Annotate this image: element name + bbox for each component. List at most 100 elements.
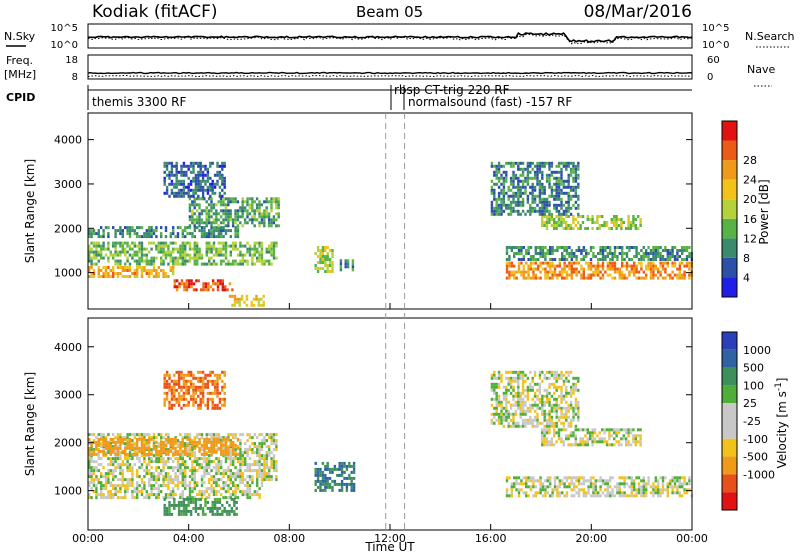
data-cell bbox=[181, 256, 184, 260]
data-cell bbox=[174, 457, 177, 461]
data-cell bbox=[561, 479, 564, 483]
data-cell bbox=[193, 481, 196, 485]
data-cell bbox=[688, 267, 691, 271]
data-cell bbox=[541, 379, 544, 383]
data-cell bbox=[628, 273, 631, 277]
data-cell bbox=[140, 466, 144, 470]
data-cell bbox=[519, 397, 522, 401]
data-cell bbox=[97, 443, 100, 447]
data-cell bbox=[102, 256, 105, 260]
data-cell bbox=[253, 460, 256, 464]
data-cell bbox=[550, 164, 554, 168]
data-cell bbox=[562, 424, 566, 428]
data-cell bbox=[239, 475, 242, 479]
data-cell bbox=[599, 476, 602, 480]
data-cell bbox=[92, 244, 96, 248]
data-cell bbox=[201, 379, 205, 383]
data-cell bbox=[497, 385, 501, 389]
data-cell bbox=[536, 164, 539, 168]
data-cell bbox=[517, 258, 521, 261]
data-cell bbox=[172, 259, 175, 263]
data-cell bbox=[495, 385, 498, 389]
data-cell bbox=[112, 445, 115, 449]
data-cell bbox=[666, 488, 669, 492]
data-cell bbox=[652, 273, 655, 277]
data-cell bbox=[497, 191, 501, 195]
data-cell bbox=[558, 246, 561, 249]
data-cell bbox=[203, 472, 206, 476]
data-cell bbox=[548, 185, 551, 189]
data-cell bbox=[565, 212, 568, 216]
data-cell bbox=[205, 215, 208, 219]
data-cell bbox=[520, 261, 523, 265]
data-cell bbox=[170, 161, 174, 165]
data-cell bbox=[152, 436, 156, 440]
data-cell bbox=[555, 385, 558, 389]
data-cell bbox=[502, 418, 506, 422]
data-cell bbox=[260, 203, 264, 207]
data-cell bbox=[119, 262, 122, 266]
data-cell bbox=[519, 188, 522, 192]
data-cell bbox=[565, 167, 568, 171]
data-cell bbox=[531, 167, 534, 171]
data-cell bbox=[623, 485, 626, 489]
data-cell bbox=[212, 262, 216, 266]
data-cell bbox=[606, 488, 609, 492]
data-cell bbox=[565, 185, 568, 189]
data-cell bbox=[538, 167, 542, 171]
data-cell bbox=[555, 188, 558, 192]
data-cell bbox=[565, 485, 569, 489]
data-cell bbox=[92, 232, 96, 236]
data-cell bbox=[517, 270, 521, 274]
data-cell bbox=[168, 500, 171, 504]
data-cell bbox=[223, 391, 226, 395]
data-cell bbox=[510, 249, 513, 252]
data-cell bbox=[169, 481, 172, 485]
data-cell bbox=[543, 203, 546, 207]
data-cell bbox=[314, 482, 317, 486]
data-cell bbox=[635, 476, 638, 480]
data-cell bbox=[543, 440, 546, 444]
data-cell bbox=[615, 215, 618, 218]
data-cell bbox=[521, 391, 525, 395]
data-cell bbox=[233, 503, 236, 507]
data-cell bbox=[88, 452, 91, 456]
data-cell bbox=[545, 173, 549, 177]
data-cell bbox=[260, 478, 264, 482]
data-cell bbox=[191, 463, 194, 467]
data-cell bbox=[568, 273, 571, 277]
data-cell bbox=[553, 485, 557, 489]
data-cell bbox=[246, 469, 249, 473]
data-cell bbox=[517, 179, 520, 183]
data-cell bbox=[589, 249, 593, 252]
data-cell bbox=[562, 191, 566, 195]
data-cell bbox=[233, 509, 236, 513]
data-cell bbox=[131, 475, 134, 479]
data-cell bbox=[509, 418, 513, 422]
data-cell bbox=[534, 273, 537, 277]
data-cell bbox=[162, 440, 165, 444]
data-cell bbox=[592, 264, 595, 268]
data-cell bbox=[185, 385, 188, 389]
data-cell bbox=[515, 246, 518, 249]
data-cell bbox=[497, 197, 501, 201]
data-cell bbox=[625, 264, 629, 268]
data-cell bbox=[519, 200, 522, 204]
data-cell bbox=[215, 262, 218, 266]
data-cell bbox=[613, 252, 617, 255]
data-cell bbox=[591, 431, 594, 435]
data-cell bbox=[234, 232, 237, 236]
data-cell bbox=[522, 267, 525, 271]
data-cell bbox=[573, 482, 576, 486]
data-cell bbox=[204, 376, 207, 380]
data-cell bbox=[533, 391, 537, 395]
data-cell bbox=[207, 212, 211, 216]
data-cell bbox=[208, 247, 211, 251]
data-cell bbox=[634, 224, 637, 227]
data-cell bbox=[548, 221, 551, 224]
data-cell bbox=[102, 235, 105, 239]
data-cell bbox=[507, 412, 510, 416]
data-cell bbox=[223, 400, 226, 404]
data-cell bbox=[138, 226, 141, 230]
data-cell bbox=[628, 246, 631, 249]
